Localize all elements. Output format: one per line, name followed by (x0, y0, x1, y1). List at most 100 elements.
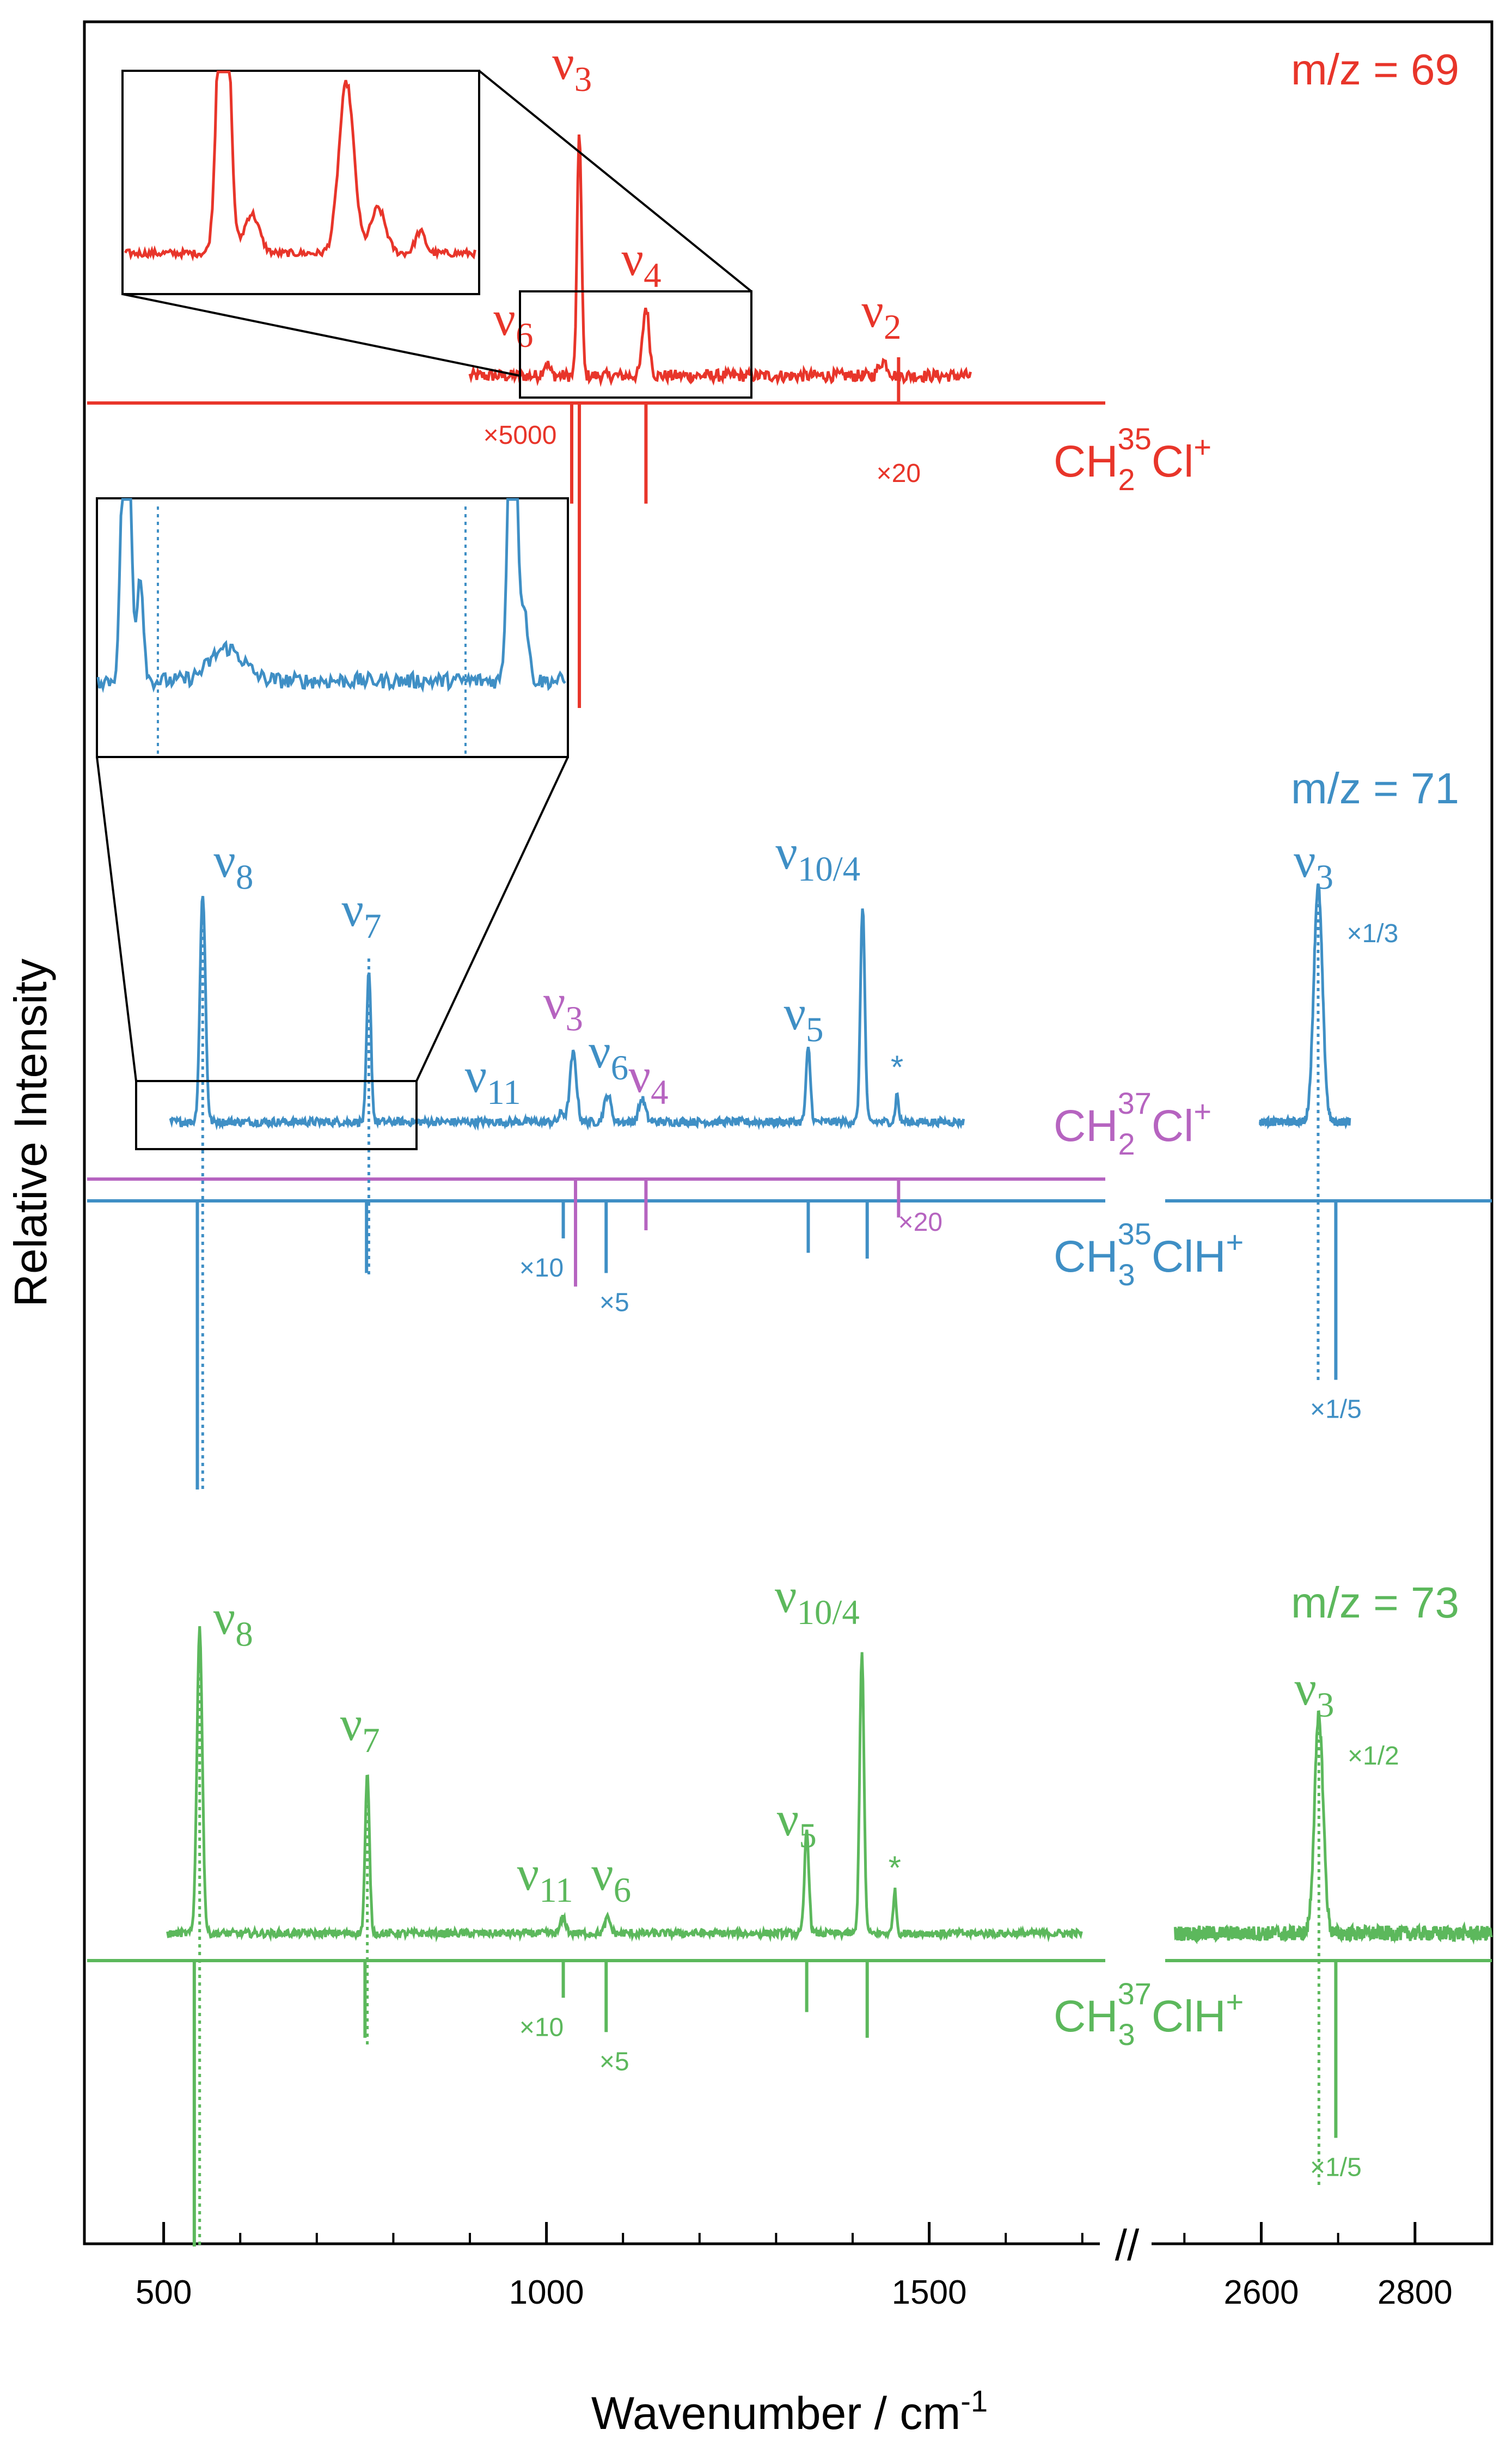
mol73-sub: 3 (1118, 2017, 1135, 2052)
peak-label-m73-nu11: ν11 (517, 1847, 573, 1910)
spectrum-line-m69 (468, 134, 972, 387)
peak-label-m73-nu11-sub: 11 (539, 1871, 573, 1910)
peak-label-m71-nu8: ν8 (213, 834, 253, 897)
peak-label-m71-nu3-sub: 3 (566, 999, 583, 1039)
peak-label-m73-nu5-sub: 5 (799, 1816, 816, 1855)
peak-label-m73-nu8-sub: 8 (235, 1615, 253, 1654)
mol71-tail: ClH (1152, 1232, 1226, 1281)
peak-label-m71-nu4-nu: ν (628, 1049, 651, 1103)
stick-scale-m73-3: ×5 (599, 2047, 629, 2076)
mol73-tail: ClH (1152, 1992, 1226, 2041)
peak-label-m71-nu4-sub: 4 (651, 1073, 668, 1112)
peak-label-m71-nu10-4: ν10/4 (775, 826, 860, 889)
molecule-label-71: CH3 35ClH+ (1054, 1217, 1244, 1292)
peak-label-m73-nu10-4-sub: 10/4 (797, 1593, 860, 1632)
mass-label-69: m/z = 69 (1291, 45, 1459, 94)
peak-label-m71-nu5: ν5 (783, 986, 823, 1049)
inset-connector-m69-b (122, 293, 521, 377)
peak-label-m71-nu11: ν11 (465, 1049, 521, 1112)
peak-label-m73-nu8-nu: ν (213, 1591, 236, 1645)
mass-label-71: m/z = 71 (1291, 764, 1459, 813)
peak-label-m69-nu4-sub: 4 (644, 256, 661, 295)
mol71o-tail: Cl (1152, 1101, 1193, 1151)
inset-spectrum-m71 (96, 498, 566, 693)
peak-label-m71-nu3-ch: ν3 (1294, 834, 1333, 897)
x-axis-label-exponent: -1 (960, 2384, 988, 2418)
axis-break-mark: // (1115, 2221, 1140, 2269)
x-tick-label-1000: 1000 (509, 2274, 584, 2311)
mol71o-sub: 2 (1118, 1127, 1135, 1161)
x-tick-label-2800: 2800 (1378, 2274, 1453, 2311)
mol73-iso: 37 (1118, 1976, 1152, 2011)
peak-label-m69-nu3-nu: ν (552, 36, 574, 90)
inset-m71 (96, 497, 569, 758)
x-tick-label-1500: 1500 (892, 2274, 967, 2311)
peak-label-m71-nu6-sub: 6 (611, 1048, 628, 1088)
mol69-sub: 2 (1118, 462, 1135, 497)
x-tick-label-2600: 2600 (1224, 2274, 1299, 2311)
stick-scale-m69-1: ×20 (877, 459, 921, 488)
inset-m69 (121, 70, 480, 295)
peak-label-m73-nu7-nu: ν (340, 1697, 363, 1751)
peak-label-m73-nu10-4: ν10/4 (775, 1569, 860, 1632)
peak-label-m73-nu8: ν8 (213, 1591, 253, 1654)
peak-label-m71-nu11-sub: 11 (487, 1073, 521, 1112)
peak-label-m71-nu8-nu: ν (213, 834, 236, 888)
mol71o-charge: + (1193, 1094, 1211, 1128)
y-axis-label: Relative Intensity (5, 959, 56, 1307)
peak-label-m71-nu5-nu: ν (783, 986, 806, 1040)
peak-label-m69-nu6-nu: ν (493, 292, 516, 346)
peak-label-m71-nu8-sub: 8 (236, 858, 253, 897)
peak-label-m71-nu3-nu: ν (543, 975, 566, 1029)
spectrum-line-m73-left (166, 1626, 1083, 1943)
peak-label-m73-nu6-sub: 6 (614, 1871, 631, 1910)
x-axis-label-text: Wavenumber / cm (591, 2388, 960, 2439)
peak-label-m71-nu4: ν4 (628, 1049, 668, 1112)
mol71-charge: + (1226, 1225, 1244, 1259)
peak-label-m71-nu7-nu: ν (341, 883, 364, 937)
mol73-charge: + (1226, 1985, 1244, 2019)
peak-label-m71-nu3-ch-nu: ν (1294, 834, 1316, 888)
peak-label-m71-nu10-4-nu: ν (775, 826, 798, 880)
peak-label-m73-nu7: ν7 (340, 1697, 380, 1760)
overlay-scale-m71-2: ×20 (898, 1208, 942, 1237)
inset-connector-m71-a (96, 756, 137, 1082)
peak-label-m73-nu7-sub: 7 (362, 1721, 379, 1760)
molecule-label-69: CH2 35Cl+ (1054, 422, 1211, 497)
x-tick-label-500: 500 (136, 2274, 192, 2311)
plot-frame (83, 20, 1493, 2245)
mass-label-73: m/z = 73 (1291, 1578, 1459, 1627)
mol71o-base: CH (1054, 1101, 1118, 1151)
peak-label-m69-nu4-nu: ν (621, 232, 644, 286)
zoom-box-m69 (519, 290, 752, 399)
spectrum-line-m71-right (1258, 883, 1351, 1130)
stick-scale-m73-2: ×10 (519, 2013, 564, 2042)
molecule-label-73: CH3 37ClH+ (1054, 1976, 1244, 2052)
peak-label-m73-nu3: ν3 (1294, 1662, 1334, 1725)
peak-label-m69-nu2-sub: 2 (884, 308, 901, 347)
stick-scale-m69-0: ×5000 (483, 421, 557, 450)
peak-label-m69-nu4: ν4 (621, 232, 661, 295)
mol71-sub: 3 (1118, 1257, 1135, 1292)
mol69-iso: 35 (1118, 422, 1152, 456)
spectrum-line-m71-left (169, 895, 965, 1131)
stick-scale-m71-2: ×10 (519, 1254, 564, 1283)
zoom-box-m71 (135, 1080, 418, 1150)
peak-label-m71-nu6: ν6 (589, 1024, 628, 1088)
inset-spectrum-m69 (124, 70, 476, 262)
mol69-charge: + (1193, 430, 1211, 464)
peak-label-m71-nu7-sub: 7 (364, 907, 381, 946)
peak-label-m69-nu3-sub: 3 (574, 60, 592, 99)
mol69-tail: Cl (1152, 437, 1193, 486)
peak-label-m71-nu3-ch-sub: 3 (1316, 858, 1333, 897)
mol71-iso: 35 (1118, 1217, 1152, 1251)
peak-label-m73-nu5: ν5 (777, 1792, 817, 1855)
peak-label-m73-nu6: ν6 (591, 1847, 631, 1910)
peak-label-m69-nu6-sub: 6 (516, 316, 533, 355)
molecule-label-71-overlay: CH2 37Cl+ (1054, 1086, 1211, 1161)
peak-label-m71-nu7: ν7 (341, 883, 381, 946)
peak-scale-m71-nu3: ×1/3 (1347, 919, 1399, 948)
axis-break-gap (1100, 2236, 1152, 2252)
peak-label-m73-nu3-nu: ν (1294, 1662, 1317, 1716)
